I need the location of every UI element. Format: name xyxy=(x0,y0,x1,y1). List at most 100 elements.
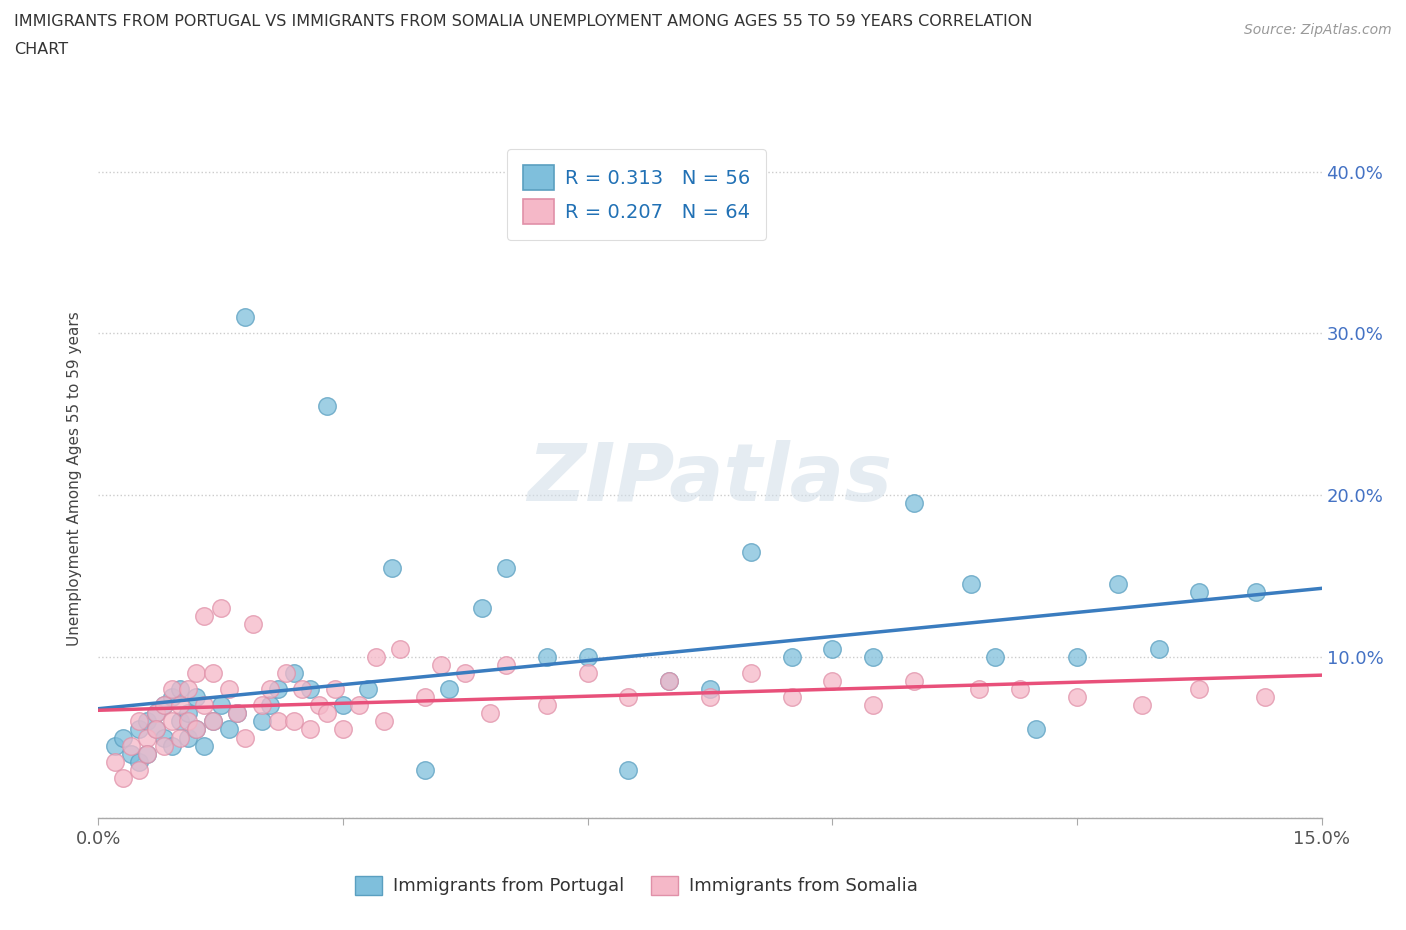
Point xyxy=(186,666,208,681)
Point xyxy=(233,730,256,745)
Point xyxy=(209,698,232,712)
Point xyxy=(259,682,281,697)
Point xyxy=(160,738,183,753)
Point xyxy=(1130,698,1153,712)
Point xyxy=(274,666,297,681)
Point xyxy=(1188,682,1211,697)
Point xyxy=(332,722,354,737)
Point xyxy=(299,722,322,737)
Text: CHART: CHART xyxy=(14,42,67,57)
Point xyxy=(780,649,803,664)
Y-axis label: Unemployment Among Ages 55 to 59 years: Unemployment Among Ages 55 to 59 years xyxy=(67,312,83,646)
Point xyxy=(209,601,232,616)
Point xyxy=(291,682,314,697)
Point xyxy=(201,714,224,729)
Point xyxy=(389,642,412,657)
Point xyxy=(136,746,159,761)
Point xyxy=(430,658,453,672)
Point xyxy=(177,730,200,745)
Point xyxy=(413,763,436,777)
Point xyxy=(250,698,273,712)
Point xyxy=(349,698,371,712)
Point xyxy=(658,673,681,688)
Point xyxy=(1066,690,1088,705)
Point xyxy=(617,690,640,705)
Legend: Immigrants from Portugal, Immigrants from Somalia: Immigrants from Portugal, Immigrants fro… xyxy=(346,867,927,904)
Point xyxy=(862,649,884,664)
Point xyxy=(120,738,142,753)
Point xyxy=(152,738,174,753)
Point xyxy=(145,722,167,737)
Point xyxy=(111,771,134,786)
Point xyxy=(145,706,167,721)
Point xyxy=(536,649,558,664)
Point xyxy=(218,722,240,737)
Point xyxy=(145,722,167,737)
Point xyxy=(495,658,517,672)
Point xyxy=(821,673,844,688)
Point xyxy=(903,673,925,688)
Point xyxy=(1066,649,1088,664)
Point xyxy=(299,682,322,697)
Point xyxy=(226,706,249,721)
Point xyxy=(1025,722,1047,737)
Point xyxy=(373,714,395,729)
Point xyxy=(160,714,183,729)
Point xyxy=(193,609,215,624)
Point xyxy=(454,666,477,681)
Point xyxy=(283,714,305,729)
Point xyxy=(315,706,337,721)
Point xyxy=(740,666,762,681)
Point xyxy=(111,730,134,745)
Point xyxy=(1188,585,1211,600)
Point xyxy=(1246,585,1268,600)
Point xyxy=(259,698,281,712)
Point xyxy=(160,690,183,705)
Point xyxy=(233,310,256,325)
Point xyxy=(169,730,191,745)
Point xyxy=(1107,577,1129,591)
Point xyxy=(226,706,249,721)
Point xyxy=(1147,642,1170,657)
Point xyxy=(201,714,224,729)
Point xyxy=(169,698,191,712)
Point xyxy=(186,722,208,737)
Point xyxy=(152,730,174,745)
Point xyxy=(283,666,305,681)
Point xyxy=(960,577,983,591)
Point xyxy=(308,698,330,712)
Text: ZIPatlas: ZIPatlas xyxy=(527,440,893,518)
Point xyxy=(128,754,150,769)
Point xyxy=(821,642,844,657)
Point xyxy=(364,649,387,664)
Point xyxy=(740,544,762,559)
Point xyxy=(193,698,215,712)
Point xyxy=(315,399,337,414)
Point xyxy=(128,714,150,729)
Point xyxy=(120,746,142,761)
Point xyxy=(967,682,990,697)
Point xyxy=(242,617,264,631)
Point xyxy=(1253,690,1275,705)
Point xyxy=(495,561,517,576)
Point xyxy=(186,690,208,705)
Point xyxy=(332,698,354,712)
Point xyxy=(267,682,290,697)
Point xyxy=(699,690,721,705)
Point xyxy=(186,722,208,737)
Point xyxy=(169,714,191,729)
Point xyxy=(356,682,378,697)
Point xyxy=(160,682,183,697)
Point xyxy=(128,722,150,737)
Point xyxy=(381,561,404,576)
Point xyxy=(536,698,558,712)
Point xyxy=(617,763,640,777)
Point xyxy=(136,714,159,729)
Point xyxy=(1008,682,1031,697)
Point xyxy=(145,706,167,721)
Point xyxy=(218,682,240,697)
Point xyxy=(576,649,599,664)
Point xyxy=(862,698,884,712)
Point xyxy=(903,496,925,511)
Point xyxy=(177,714,200,729)
